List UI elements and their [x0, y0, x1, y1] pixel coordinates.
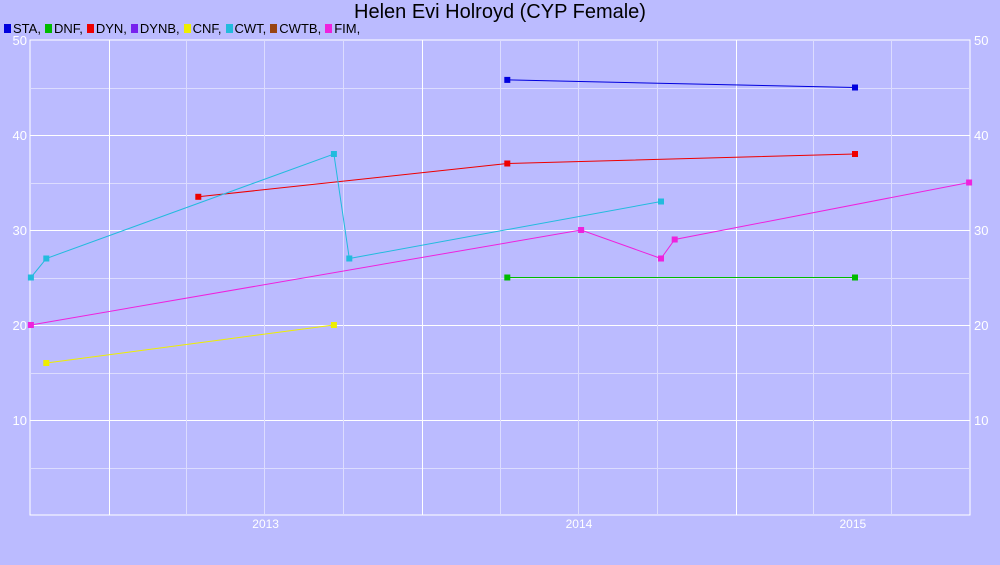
legend-label: DYN, — [95, 21, 127, 36]
legend-swatch — [86, 24, 94, 33]
legend-swatch — [44, 24, 52, 33]
data-point — [671, 236, 678, 243]
legend-label: STA, — [13, 21, 41, 36]
legend-swatch — [325, 24, 333, 33]
data-point — [658, 198, 664, 205]
data-point — [504, 160, 511, 167]
data-point — [43, 360, 50, 366]
legend-swatch — [270, 24, 278, 33]
legend-label: DNF, — [53, 21, 83, 36]
data-point — [504, 76, 511, 83]
y-tick-label-right: 30 — [974, 223, 988, 238]
legend-label: DYNB, — [139, 21, 180, 36]
data-point — [195, 193, 202, 200]
y-tick-label-right: 40 — [974, 128, 988, 143]
legend-item: STA, — [4, 21, 41, 36]
y-tick-label-left: 30 — [13, 223, 27, 238]
legend-item: DYN, — [86, 21, 127, 36]
data-point — [504, 274, 511, 281]
legend-swatch — [130, 24, 138, 33]
legend-item: DNF, — [44, 21, 83, 36]
legend-label: CWTB, — [279, 21, 322, 36]
y-tick-label-left: 20 — [13, 318, 27, 333]
legend-item: FIM, — [325, 21, 360, 36]
data-point — [578, 227, 585, 233]
legend-swatch — [225, 24, 233, 33]
data-point — [852, 151, 858, 157]
legend-swatch — [4, 24, 11, 33]
x-tick-label: 2013 — [252, 517, 279, 531]
legend-label: CWT, — [234, 21, 267, 36]
data-point — [346, 255, 353, 262]
data-point — [852, 274, 858, 281]
data-point — [330, 322, 337, 328]
series-line — [30, 182, 970, 326]
series-line — [198, 153, 856, 198]
y-tick-label-right: 10 — [974, 413, 988, 428]
x-tick-label: 2014 — [566, 517, 593, 531]
y-tick-label-left: 50 — [13, 33, 27, 48]
data-point — [330, 151, 337, 157]
legend-label: CNF, — [192, 21, 222, 36]
y-tick-label-right: 20 — [974, 318, 988, 333]
data-point — [658, 255, 664, 262]
series-line — [30, 153, 662, 278]
y-tick-label-right: 50 — [974, 33, 988, 48]
legend-item: DYNB, — [130, 21, 180, 36]
legend-label: FIM, — [334, 21, 361, 36]
chart-title: Helen Evi Holroyd (CYP Female) — [354, 1, 646, 23]
legend-item: CNF, — [183, 21, 222, 36]
legend-item: CWT, — [225, 21, 267, 36]
legend-item: CWTB, — [270, 21, 321, 36]
y-tick-label-left: 40 — [13, 128, 27, 143]
series-line — [46, 324, 334, 364]
series-line — [507, 79, 856, 88]
legend: STA, DNF, DYN, DYNB, CNF, CWT, CWTB, FIM, — [4, 21, 364, 36]
legend-swatch — [183, 24, 191, 33]
y-tick-label-left: 10 — [13, 413, 27, 428]
data-point — [852, 84, 858, 91]
data-point — [966, 179, 973, 186]
data-point — [43, 255, 50, 262]
data-point — [27, 322, 34, 328]
x-tick-label: 2015 — [839, 517, 866, 531]
data-point — [27, 274, 34, 281]
